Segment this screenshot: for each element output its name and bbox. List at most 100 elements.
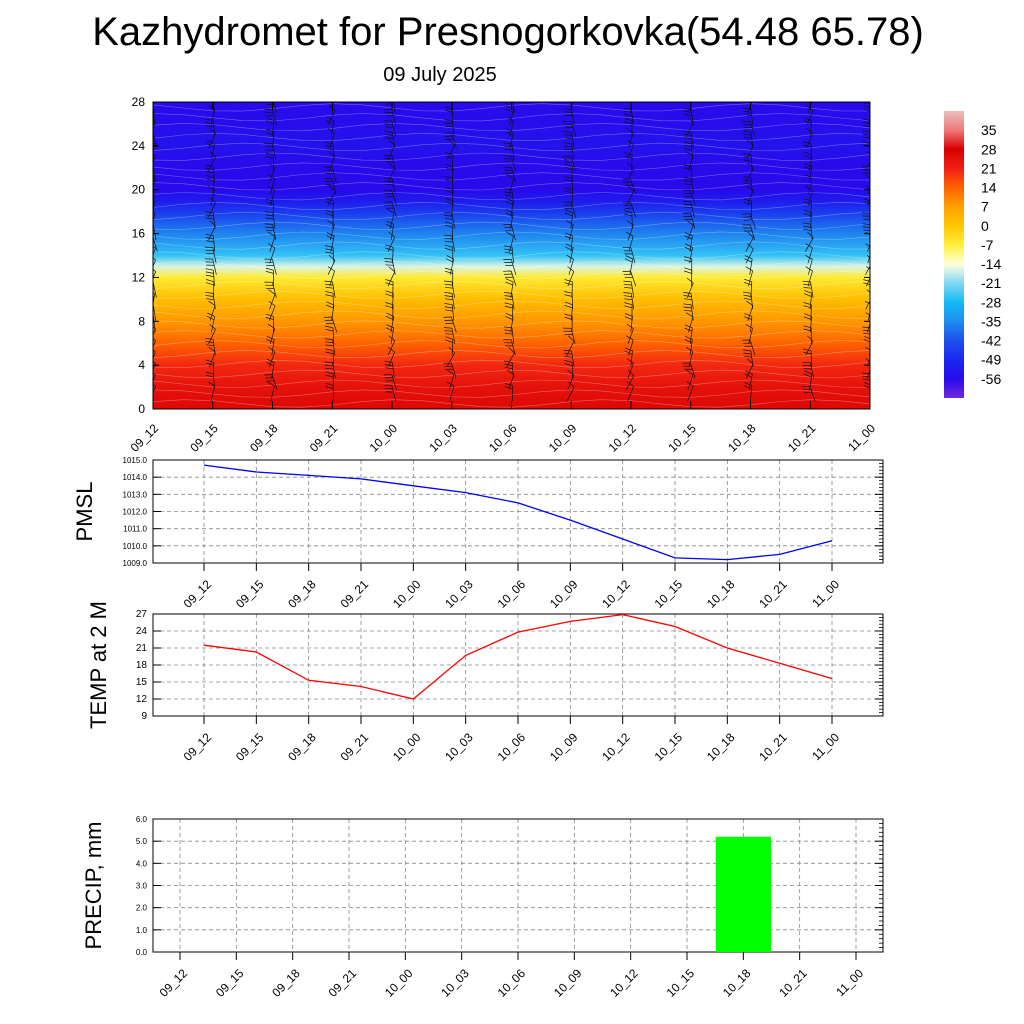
colorbar-label: -28 xyxy=(981,294,1001,310)
contour-line xyxy=(153,389,870,398)
section-x-tick-label: 10_18 xyxy=(725,421,759,455)
x-tick-label: 10_18 xyxy=(704,577,738,611)
y-tick-label: 9 xyxy=(141,711,147,722)
wind-barb xyxy=(206,175,215,195)
wind-barb xyxy=(562,155,577,172)
wind-barb xyxy=(446,346,456,367)
x-tick-label: 10_21 xyxy=(756,577,790,611)
colorbar-label: 28 xyxy=(981,141,997,157)
wind-barb xyxy=(682,212,696,229)
wind-barb xyxy=(862,130,870,139)
section-field xyxy=(153,102,870,409)
wind-barb xyxy=(153,281,157,298)
wind-barb xyxy=(683,177,694,195)
section-x-tick-label: 10_21 xyxy=(785,421,819,455)
wind-barb xyxy=(446,381,455,402)
wind-barb xyxy=(624,302,633,321)
wind-barb xyxy=(503,224,516,241)
wind-barb xyxy=(503,339,516,356)
wind-barb xyxy=(384,360,395,379)
section-y-tick-label: 24 xyxy=(132,139,146,153)
section-x-tick-label: 10_03 xyxy=(426,421,460,455)
wind-barb xyxy=(563,142,575,160)
wind-barb xyxy=(384,177,396,195)
wind-barb xyxy=(802,361,815,379)
colorbar-label: 7 xyxy=(981,199,989,215)
contour-line xyxy=(153,261,870,270)
wind-barb xyxy=(385,302,394,321)
wind-barb xyxy=(327,128,335,149)
chart-title: Kazhydromet for Presnogorkovka(54.48 65.… xyxy=(92,10,924,54)
wind-barb xyxy=(206,279,215,298)
wind-barb xyxy=(383,155,397,172)
wind-barb xyxy=(804,162,813,183)
colorbar-label: -7 xyxy=(981,237,994,253)
wind-barb xyxy=(153,326,156,337)
x-tick-label: 10_06 xyxy=(495,577,529,611)
wind-barb xyxy=(683,107,694,126)
wind-barb xyxy=(264,109,277,126)
x-tick-label: 09_21 xyxy=(338,577,372,611)
wind-barb xyxy=(265,211,276,229)
wind-barb xyxy=(385,290,394,310)
x-tick-label: 09_12 xyxy=(181,577,215,611)
wind-barb xyxy=(626,162,635,183)
wind-barb xyxy=(743,291,753,310)
wind-barb xyxy=(324,338,336,356)
wind-barb xyxy=(503,326,515,344)
wind-barb xyxy=(443,211,456,229)
contour-line xyxy=(153,251,870,260)
wind-barb xyxy=(506,174,515,195)
wind-barb xyxy=(264,143,277,160)
wind-barb xyxy=(153,224,157,241)
wind-barb xyxy=(686,220,694,241)
contour-line xyxy=(153,172,870,181)
wind-barb xyxy=(205,359,215,379)
wind-barb xyxy=(743,107,754,126)
wind-barb xyxy=(153,166,156,183)
panel-frame xyxy=(152,818,884,953)
x-tick-label: 11_00 xyxy=(809,577,842,610)
wind-barb xyxy=(626,231,634,252)
wind-barb xyxy=(153,108,155,126)
y-tick-label: 0.0 xyxy=(136,948,148,957)
wind-barb xyxy=(805,254,813,275)
wind-barb xyxy=(384,258,396,275)
wind-barb xyxy=(445,152,454,172)
panel-frame xyxy=(152,613,884,717)
wind-barb xyxy=(686,369,694,390)
section-x-tick-label: 10_00 xyxy=(367,421,401,455)
wind-barb xyxy=(745,243,754,264)
wind-barb xyxy=(683,292,694,310)
wind-barb xyxy=(205,337,216,356)
x-tick-label: 10_18 xyxy=(720,966,754,1000)
wind-barb xyxy=(264,223,277,241)
wind-barb xyxy=(503,188,515,206)
wind-barb xyxy=(445,336,454,356)
wind-barb xyxy=(503,258,517,275)
wind-barb xyxy=(153,337,157,348)
wind-barb xyxy=(742,339,756,356)
section-x-tick-label: 11_00 xyxy=(845,421,878,454)
wind-barb xyxy=(205,291,216,310)
colorbar-label: -42 xyxy=(981,333,1001,349)
section-y-tick-label: 4 xyxy=(138,358,145,372)
wind-barb xyxy=(862,118,870,128)
wind-barb xyxy=(745,266,754,287)
wind-barb xyxy=(563,349,575,367)
wind-barb xyxy=(153,236,158,252)
wind-barb xyxy=(387,231,396,252)
wind-barb xyxy=(445,197,454,218)
y-tick-label: 24 xyxy=(136,626,148,637)
wind-barb xyxy=(624,347,633,367)
wind-barb xyxy=(268,346,276,367)
wind-barb xyxy=(388,162,395,183)
colorbar-label: -21 xyxy=(981,275,1001,291)
wind-barb xyxy=(384,131,396,149)
wind-barb xyxy=(564,360,573,379)
wind-barb xyxy=(742,121,756,137)
wind-barb xyxy=(205,211,216,229)
wind-barb xyxy=(504,383,514,402)
section-x-tick-label: 10_15 xyxy=(665,421,699,455)
wind-barb xyxy=(864,174,870,195)
